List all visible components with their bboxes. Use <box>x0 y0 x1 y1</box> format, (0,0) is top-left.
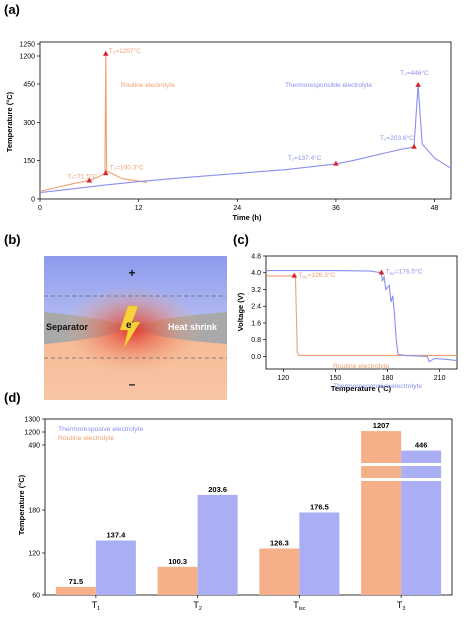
x-axis-label-a: Time (h) <box>232 213 262 222</box>
category-label: Tisc <box>293 600 305 612</box>
marker-a <box>333 160 339 166</box>
bar-value-label: 203.6 <box>208 485 227 494</box>
annotation-c: Tisc=126.3°C <box>298 271 335 280</box>
y-tick-label-c: 4.8 <box>251 254 261 261</box>
y-tick-label-a: 450 <box>23 82 35 89</box>
x-tick-label-c: 150 <box>330 375 342 382</box>
minus-sign: – <box>129 377 136 391</box>
annotation-a: T₁=137.4°C <box>288 154 322 162</box>
plot-frame-c <box>265 255 458 370</box>
plus-sign: + <box>128 266 135 280</box>
panel-label-a: (a) <box>4 2 20 17</box>
annotation-c: Tisc=176.5°C <box>385 268 422 277</box>
bar-thermo <box>401 450 442 595</box>
y-tick-label-d: 120 <box>28 551 40 558</box>
y-tick-label-d: 60 <box>32 593 40 600</box>
annotation-a: T₁=71.5°C <box>67 173 97 181</box>
bar-value-label: 100.3 <box>168 557 187 566</box>
y-tick-label-d: 1300 <box>24 417 40 424</box>
series-label-routine-a: Routine electrolyte <box>121 82 175 89</box>
plot-frame-a <box>39 41 452 200</box>
x-tick-label-a: 24 <box>233 205 241 212</box>
lightning-icon <box>119 305 141 349</box>
legend-thermo-c: Thermoresponsive electrolyte <box>333 383 422 390</box>
panel-a-chart: 0 12 24 36 48 0 150 300 450 1200 1250 T₁=71.5°C T₂=… <box>5 41 452 222</box>
marker-c <box>378 269 385 275</box>
bar-routine <box>157 566 198 595</box>
bar-thermo <box>95 540 136 595</box>
y-tick-label-c: 0.8 <box>251 337 261 344</box>
bar-routine <box>55 586 96 595</box>
bar-value-label: 176.5 <box>310 503 329 512</box>
y-tick-label-a: 1200 <box>19 54 35 61</box>
bar-value-label: 126.3 <box>270 538 289 547</box>
annotation-a: T₃=1207°C <box>109 47 141 55</box>
marker-a <box>415 81 421 87</box>
x-tick-label-c: 120 <box>278 375 290 382</box>
x-tick-label-a: 36 <box>332 205 340 212</box>
electron-label: e- <box>126 320 134 331</box>
y-tick-label-d: 180 <box>28 508 40 515</box>
x-tick-label-a: 12 <box>135 205 143 212</box>
category-label: T2 <box>193 600 202 612</box>
bar-thermo <box>299 512 340 595</box>
axis-break-band <box>46 463 451 466</box>
y-axis-label-c: Voltage (V) <box>236 292 245 331</box>
separator-label: Separator <box>46 322 89 332</box>
y-tick-label-d: 1200 <box>24 430 40 437</box>
annotation-a: T₂=100.3°C <box>110 163 144 171</box>
series-label-thermo-a: Thermoresponsible electrolyte <box>285 82 372 89</box>
y-tick-label-a: 150 <box>23 158 35 165</box>
marker-a <box>102 50 109 56</box>
x-tick-label-a: 48 <box>431 205 439 212</box>
y-tick-label-c: 1.6 <box>251 320 261 327</box>
y-tick-label-d: 490 <box>28 443 40 450</box>
panel-b-schematic: Separator Heat shrink e- + – <box>44 256 227 400</box>
x-axis-label-c: Temperature (°C) <box>331 384 392 393</box>
panel-c-chart: 120 150 180 210 0.0 0.8 1.6 2.4 3.2 4.0 4.8 Tisc=1… <box>236 254 458 393</box>
y-tick-label-c: 3.2 <box>251 287 261 294</box>
y-tick-label-c: 0.0 <box>251 354 261 361</box>
category-label: T1 <box>92 600 101 612</box>
plot-frame-d <box>44 418 453 596</box>
x-tick-label-c: 210 <box>434 375 446 382</box>
y-tick-label-c: 2.4 <box>251 304 261 311</box>
bar-value-label: 137.4 <box>106 531 126 540</box>
legend-routine-c: Routine electrolyte <box>333 363 390 370</box>
bar-routine <box>259 548 300 595</box>
x-tick-label-a: 0 <box>38 205 42 212</box>
annotation-a: T₃=446°C <box>400 69 429 77</box>
bar-value-label: 1207 <box>373 421 390 430</box>
panel-label-d: (d) <box>4 390 21 405</box>
panel-d-chart: 60 120 180 490 1200 1300 71.5 137.4 100.3 203.6 1… <box>17 417 453 612</box>
y-axis-label-d: Temperature (°C) <box>17 474 26 535</box>
category-label: T3 <box>397 600 406 612</box>
axis-break-band <box>46 478 451 481</box>
annotation-a: T₂=203.6°C <box>380 134 414 142</box>
heat-shrink-label: Heat shrink <box>168 322 218 332</box>
y-tick-label-a: 300 <box>23 120 35 127</box>
panel-label-b: (b) <box>4 232 21 247</box>
bar-value-label: 71.5 <box>69 577 84 586</box>
marker-c <box>291 272 298 278</box>
y-axis-label-a: Temperature (°C) <box>5 91 14 152</box>
y-tick-label-c: 4.0 <box>251 270 261 277</box>
marker-a <box>411 143 417 149</box>
bar-value-label: 446 <box>415 441 428 450</box>
series-line-thermo-a <box>39 84 452 194</box>
marker-a <box>86 177 93 183</box>
y-tick-label-a: 1250 <box>19 42 35 49</box>
legend-thermo-d: Thermoresposive electrolyte <box>58 426 144 433</box>
x-tick-label-c: 180 <box>382 375 394 382</box>
panel-label-c: (c) <box>233 232 249 247</box>
series-line-routine-c <box>266 275 457 356</box>
y-tick-label-a: 0 <box>31 197 35 204</box>
bar-thermo <box>197 494 238 595</box>
series-line-thermo-c <box>266 270 458 363</box>
marker-a <box>102 170 109 176</box>
bar-routine <box>361 431 402 595</box>
legend-routine-d: Routine electrolyte <box>58 435 115 442</box>
